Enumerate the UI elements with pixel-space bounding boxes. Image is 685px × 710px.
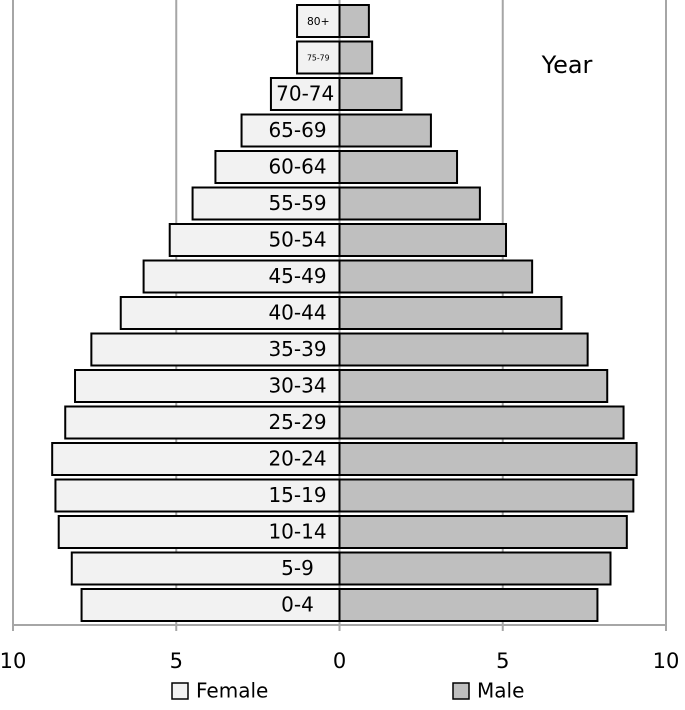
bar	[338, 40, 374, 75]
bar	[338, 186, 481, 221]
bar	[338, 4, 370, 38]
bar	[338, 150, 459, 184]
bar	[64, 405, 341, 440]
bar	[57, 515, 341, 549]
bar	[338, 588, 599, 622]
bar	[168, 223, 341, 257]
x-tick-label: 10	[653, 649, 680, 673]
bar	[338, 478, 635, 513]
bar	[338, 405, 625, 440]
bar	[240, 113, 341, 148]
legend-label: Male	[477, 679, 524, 703]
bar	[338, 223, 508, 257]
x-tick-label: 10	[0, 649, 26, 673]
category-label: 50-54	[268, 228, 326, 252]
bar	[214, 150, 341, 184]
bar	[338, 332, 589, 367]
category-label: 45-49	[268, 264, 326, 288]
legend-swatch	[452, 682, 470, 700]
x-tick-label: 5	[496, 649, 509, 673]
bar	[338, 296, 563, 330]
category-label: 0-4	[281, 593, 314, 617]
legend-label: Female	[196, 679, 268, 703]
bar	[338, 113, 432, 148]
category-label: 40-44	[268, 301, 326, 325]
bar	[338, 515, 628, 549]
bar	[338, 442, 638, 476]
category-label: 75-79	[307, 54, 330, 63]
category-label: 55-59	[268, 191, 326, 215]
category-label: 20-24	[268, 447, 326, 471]
annotation: Year	[541, 51, 593, 79]
bar	[70, 551, 341, 586]
category-label: 25-29	[268, 410, 326, 434]
legend-swatch	[171, 682, 189, 700]
category-label: 5-9	[281, 556, 314, 580]
bar	[119, 296, 341, 330]
bar	[338, 259, 534, 294]
bar	[338, 77, 403, 111]
category-label: 30-34	[268, 374, 326, 398]
bar	[296, 4, 341, 38]
bar	[51, 442, 341, 476]
bar	[80, 588, 341, 622]
category-label: 70-74	[276, 82, 334, 106]
category-label: 10-14	[268, 520, 326, 544]
category-label: 60-64	[268, 155, 326, 179]
category-label: 80+	[307, 15, 330, 28]
category-label: 15-19	[268, 483, 326, 507]
bar	[338, 551, 612, 586]
bar	[74, 369, 341, 403]
bar	[338, 369, 609, 403]
x-tick-label: 0	[333, 649, 346, 673]
x-tick-label: 5	[170, 649, 183, 673]
bar	[191, 186, 341, 221]
category-label: 65-69	[268, 118, 326, 142]
category-label: 35-39	[268, 337, 326, 361]
bar	[54, 478, 341, 513]
